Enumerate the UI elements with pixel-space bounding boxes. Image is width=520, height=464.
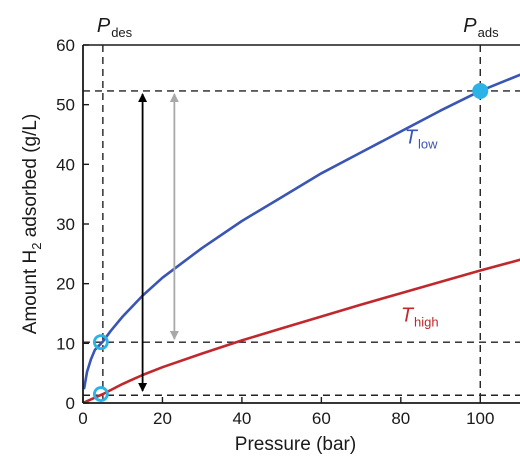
marker-open-2 [92, 386, 109, 402]
series-line-low [82, 73, 520, 390]
reference-lines [83, 45, 520, 403]
y-tick-label-60: 60 [56, 36, 75, 55]
y-tick-label-40: 40 [56, 155, 75, 174]
p-ads-label: Pads [463, 15, 499, 40]
y-tick-label-0: 0 [66, 394, 75, 413]
x-tick-label-20: 20 [153, 409, 172, 428]
x-tick-label-80: 80 [391, 409, 410, 428]
capacity-arrows [138, 93, 179, 392]
annotation-labels: Pdes Pads Tlow Thigh [97, 15, 499, 329]
x-tick-label-40: 40 [232, 409, 251, 428]
x-tick-label-100: 100 [466, 409, 494, 428]
y-tick-label-30: 30 [56, 215, 75, 234]
series-line-high [82, 258, 520, 404]
y-axis-title: Amount H2 adsorbed (g/L) [20, 114, 44, 335]
axes: 0 20 40 60 80 100 0 10 20 30 40 50 60 [56, 36, 520, 428]
x-tick-label-0: 0 [78, 409, 87, 428]
marker-open-1 [92, 334, 109, 351]
y-tick-label-10: 10 [56, 334, 75, 353]
x-tick-label-60: 60 [312, 409, 331, 428]
series-lines [82, 73, 520, 404]
x-axis-title: Pressure (bar) [235, 434, 356, 455]
t-low-label: Tlow [405, 126, 438, 151]
marker-filled-0 [472, 82, 489, 99]
y-tick-label-50: 50 [56, 96, 75, 115]
state-markers [92, 82, 489, 402]
y-tick-label-20: 20 [56, 275, 75, 294]
p-des-label: Pdes [97, 15, 133, 40]
t-high-label: Thigh [401, 304, 439, 329]
